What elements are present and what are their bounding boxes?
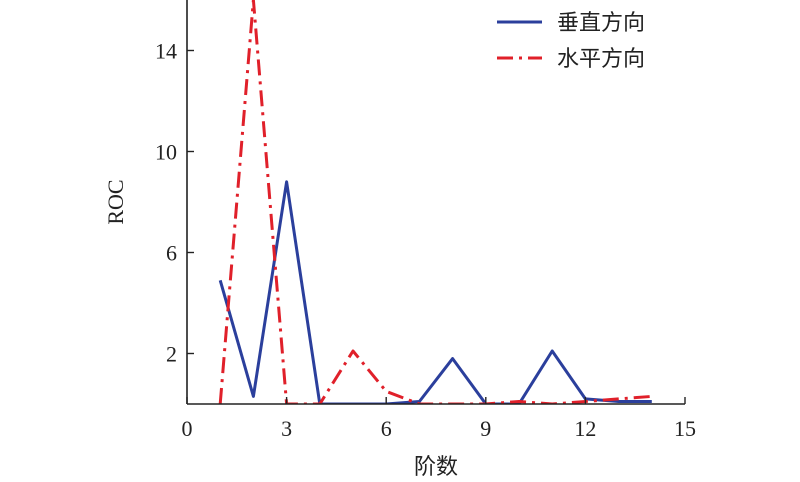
- x-tick-label: 0: [182, 416, 193, 441]
- series-line-2: [218, 0, 652, 404]
- y-tick-label: 10: [155, 140, 177, 165]
- legend-label-1: 垂直方向: [557, 10, 645, 35]
- y-tick-label: 6: [166, 241, 177, 266]
- x-tick-label: 6: [381, 416, 392, 441]
- ticks-layer: 0 3 6 9 12 15 2 6 10 14: [155, 39, 696, 442]
- legend-label-2: 水平方向: [557, 46, 645, 71]
- x-axis-label: 阶数: [414, 454, 458, 479]
- x-tick-label: 9: [480, 416, 491, 441]
- y-tick-label: 2: [166, 342, 177, 367]
- series-line-1: [218, 180, 652, 404]
- axes-layer: [186, 0, 685, 405]
- x-tick-label: 15: [674, 416, 696, 441]
- x-tick-label: 12: [574, 416, 596, 441]
- x-tick-label: 3: [281, 416, 292, 441]
- y-tick-label: 14: [155, 39, 177, 64]
- y-axis-label: ROC: [103, 179, 128, 224]
